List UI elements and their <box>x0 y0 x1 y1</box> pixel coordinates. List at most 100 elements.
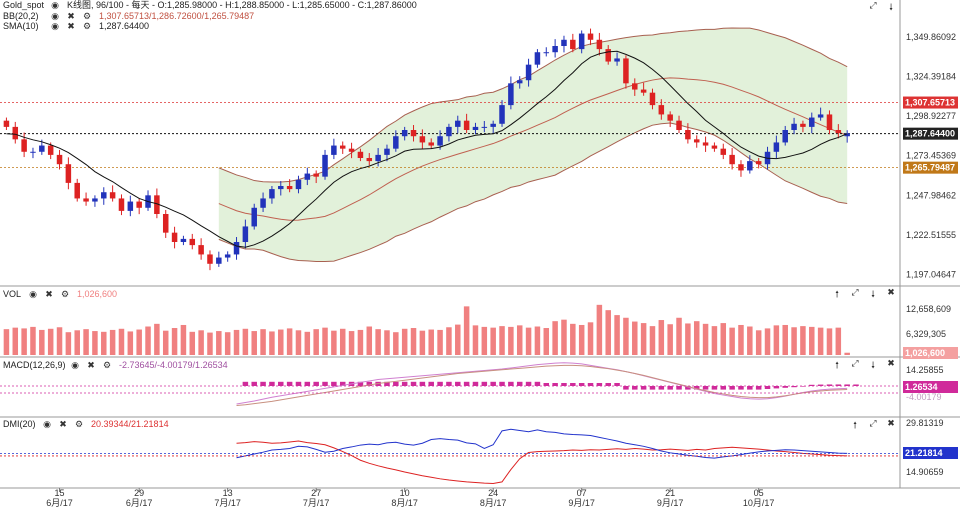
x-tick-month-label: 10月/17 <box>743 498 775 507</box>
expand-icon[interactable]: ⤢ <box>851 358 859 368</box>
macd-histogram-bar <box>286 381 293 386</box>
bb-label: BB(20,2) <box>3 11 39 21</box>
gear-icon[interactable]: ⚙ <box>82 21 92 31</box>
eye-icon[interactable]: ◉ <box>51 0 59 10</box>
vol-legend: VOL ◉ ✖ ⚙ 1,026,600 <box>0 289 117 300</box>
dmi-values: 20.39344/21.21814 <box>91 419 169 429</box>
volume-bar <box>738 324 744 355</box>
macd-histogram-bar <box>455 381 461 386</box>
eye-icon[interactable]: ◉ <box>71 360 79 370</box>
volume-bar <box>570 323 576 355</box>
macd-histogram-bar <box>729 386 735 390</box>
candle <box>755 158 762 169</box>
dmi-minus-line <box>236 428 848 459</box>
macd-histogram-bar <box>543 383 550 386</box>
volume-bar <box>472 325 479 355</box>
candle-body <box>39 145 45 152</box>
close-icon[interactable]: ✖ <box>87 360 95 370</box>
arrow-down-icon[interactable]: 🠗 <box>871 360 875 370</box>
price-tick-label: 1,298.92277 <box>906 111 956 121</box>
candle-body <box>605 49 611 62</box>
candle-body <box>587 33 594 40</box>
close-icon[interactable]: ✖ <box>45 289 53 299</box>
candle <box>623 55 629 89</box>
macd-histogram-bar <box>534 381 541 386</box>
x-tick-month-label: 8月/17 <box>480 498 507 507</box>
candle <box>702 136 709 152</box>
volume-bar <box>499 326 505 355</box>
candle <box>455 115 461 134</box>
gear-icon[interactable]: ⚙ <box>74 419 84 429</box>
price-tick-label: 1,324.39184 <box>906 72 956 82</box>
candle <box>844 130 850 143</box>
macd-histogram-bar <box>570 383 576 386</box>
expand-icon[interactable]: ⤢ <box>851 287 859 297</box>
candle-body <box>649 92 656 106</box>
volume-bar <box>118 328 125 355</box>
volume-bar <box>826 328 833 355</box>
macd-histogram-bar <box>437 381 443 386</box>
x-tick-day-label: 10 <box>400 488 410 498</box>
x-tick-day-label: 24 <box>488 488 498 498</box>
close-icon[interactable]: ✖ <box>59 419 67 429</box>
volume-bar <box>764 328 771 355</box>
macd-histogram-bar <box>295 381 302 386</box>
candle-body <box>499 105 505 124</box>
candle <box>508 76 514 110</box>
volume-bar <box>322 327 328 355</box>
expand-icon[interactable]: ⤢ <box>869 0 877 10</box>
candle-body <box>729 154 735 165</box>
eye-icon[interactable]: ◉ <box>29 289 37 299</box>
macd-tag: 1.26534 <box>905 382 938 392</box>
volume-bar <box>534 326 541 355</box>
volume-bar <box>74 330 80 355</box>
eye-icon[interactable]: ◉ <box>43 419 51 429</box>
candle <box>685 123 691 144</box>
vol-pane-controls: 🠕 ⤢ 🠗 ✖ <box>830 287 898 299</box>
close-icon[interactable]: ✖ <box>887 358 895 368</box>
candle <box>446 123 452 142</box>
volume-bar <box>251 331 257 355</box>
macd-histogram-bar <box>835 384 842 386</box>
arrow-up-icon[interactable]: 🠕 <box>835 360 839 370</box>
close-icon[interactable]: ✖ <box>67 21 75 31</box>
candle <box>260 192 266 212</box>
candle-body <box>658 105 665 115</box>
expand-icon[interactable]: ⤢ <box>869 418 877 428</box>
macd-histogram-bar <box>738 386 744 390</box>
candle <box>463 113 470 134</box>
macd-legend: MACD(12,26,9) ◉ ✖ ⚙ -2.73645/-4.00179/1.… <box>0 360 228 371</box>
bb-lower-tag-bg <box>903 161 958 174</box>
close-icon[interactable]: ✖ <box>887 287 895 297</box>
x-tick-day-label: 15 <box>55 488 65 498</box>
candle <box>30 147 36 159</box>
arrow-down-icon[interactable]: 🠗 <box>889 2 893 12</box>
gear-icon[interactable]: ⚙ <box>60 289 70 299</box>
candle <box>738 160 744 177</box>
candle-body <box>109 192 116 199</box>
candle <box>92 195 98 207</box>
candle-body <box>56 154 63 165</box>
candle-body <box>286 186 293 190</box>
macd-histogram-bar <box>791 386 797 388</box>
macd-histogram-bar <box>720 386 727 390</box>
candle <box>720 143 727 160</box>
eye-icon[interactable]: ◉ <box>51 21 59 31</box>
close-tag: 1,287.64400 <box>905 129 955 139</box>
volume-bar <box>47 328 54 355</box>
candle-body <box>322 154 328 177</box>
symbol-label: Gold_spot <box>3 0 45 10</box>
dmi-tag-bg <box>903 447 958 459</box>
arrow-down-icon[interactable]: 🠗 <box>871 289 875 299</box>
close-icon[interactable]: ✖ <box>67 11 75 21</box>
close-icon[interactable]: ✖ <box>887 418 895 428</box>
eye-icon[interactable]: ◉ <box>51 11 59 21</box>
gear-icon[interactable]: ⚙ <box>102 360 112 370</box>
price-tick-label: 1,197.04647 <box>906 270 956 280</box>
arrow-up-icon[interactable]: 🠕 <box>835 289 839 299</box>
candle-body <box>180 238 187 242</box>
candle <box>384 144 390 162</box>
gear-icon[interactable]: ⚙ <box>82 11 92 21</box>
arrow-up-icon[interactable]: 🠕 <box>853 420 857 430</box>
